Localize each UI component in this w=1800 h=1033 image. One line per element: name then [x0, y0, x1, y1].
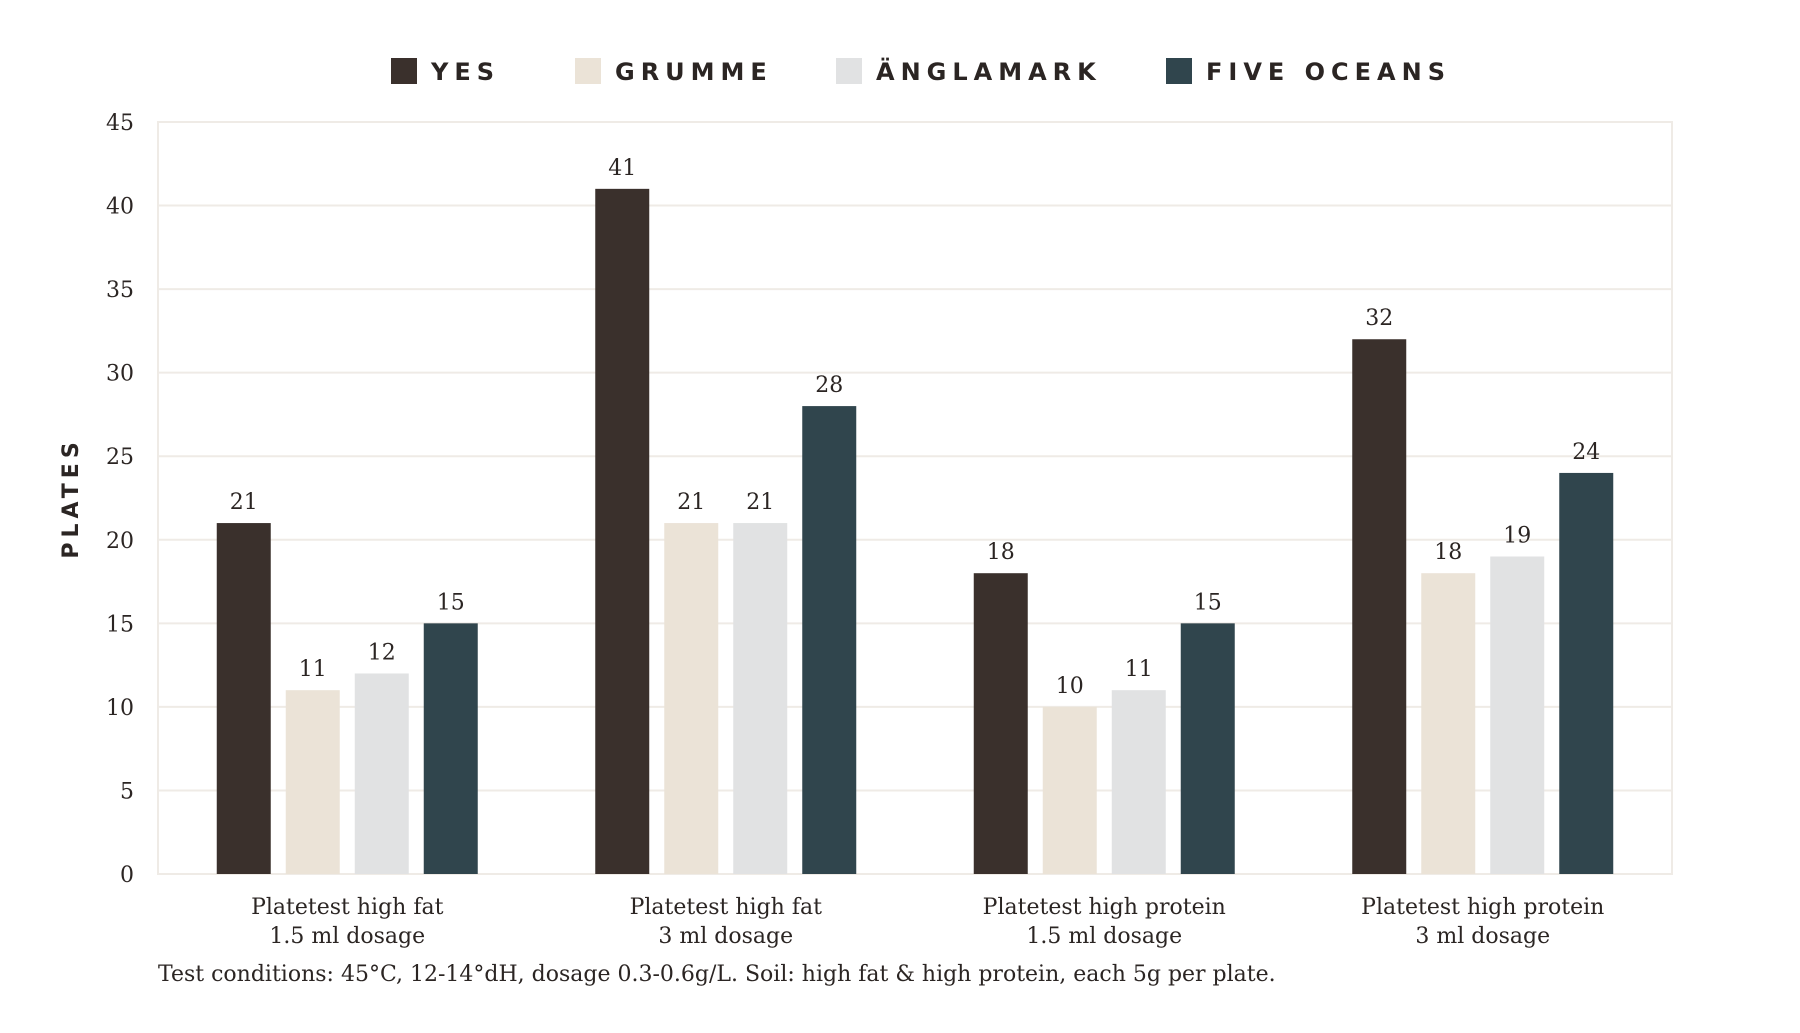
bar--nglamark-2 [733, 523, 788, 874]
x-category-label: Platetest high protein [1361, 895, 1604, 920]
data-label: 19 [1503, 523, 1531, 548]
x-category-label: Platetest high fat [630, 895, 823, 920]
y-axis-label: PLATES [59, 437, 84, 558]
data-label: 32 [1365, 306, 1393, 331]
legend-swatch--nglamark [836, 58, 862, 84]
y-tick-label: 40 [106, 195, 134, 220]
bar-grumme-1 [285, 690, 340, 874]
bar-grumme-4 [1421, 573, 1476, 874]
legend-label: YES [430, 58, 500, 86]
y-tick-label: 20 [106, 529, 134, 554]
y-tick-label: 25 [106, 445, 134, 470]
data-label: 11 [1125, 657, 1153, 682]
bar-yes-2 [595, 188, 650, 874]
data-label: 28 [815, 373, 843, 398]
data-label: 15 [1194, 590, 1222, 615]
legend-label: ÄNGLAMARK [876, 57, 1102, 86]
bar-yes-1 [216, 523, 271, 874]
y-tick-label: 45 [106, 111, 134, 136]
bar-five-oceans-2 [802, 406, 857, 874]
bar-five-oceans-4 [1559, 472, 1614, 874]
data-label: 21 [677, 490, 705, 515]
data-label: 41 [608, 156, 636, 181]
bar--nglamark-1 [354, 673, 409, 874]
x-category-label: 1.5 ml dosage [1026, 924, 1182, 949]
y-tick-label: 15 [106, 612, 134, 637]
legend-label: FIVE OCEANS [1206, 58, 1451, 86]
y-tick-label: 10 [106, 696, 134, 721]
x-category-label: 1.5 ml dosage [269, 924, 425, 949]
data-label: 11 [299, 657, 327, 682]
data-label: 21 [230, 490, 258, 515]
bar-grumme-2 [664, 523, 719, 874]
bar--nglamark-3 [1111, 690, 1166, 874]
data-label: 24 [1572, 440, 1600, 465]
x-category-label: Platetest high fat [251, 895, 444, 920]
bar--nglamark-4 [1490, 556, 1545, 874]
bar-grumme-3 [1042, 706, 1097, 874]
test-conditions-note: Test conditions: 45°C, 12-14°dH, dosage … [158, 962, 1276, 987]
bar-five-oceans-1 [423, 623, 478, 874]
data-label: 18 [987, 540, 1015, 565]
data-label: 18 [1434, 540, 1462, 565]
y-tick-label: 30 [106, 362, 134, 387]
data-label: 15 [437, 590, 465, 615]
bar-yes-3 [973, 573, 1028, 874]
x-category-label: 3 ml dosage [1415, 924, 1550, 949]
data-label: 21 [746, 490, 774, 515]
x-category-label: Platetest high protein [983, 895, 1226, 920]
x-category-label: 3 ml dosage [658, 924, 793, 949]
legend-swatch-grumme [575, 58, 601, 84]
legend-swatch-five-oceans [1166, 58, 1192, 84]
y-tick-label: 35 [106, 278, 134, 303]
bar-yes-4 [1352, 339, 1407, 874]
y-tick-label: 5 [120, 779, 134, 804]
data-label: 12 [368, 640, 396, 665]
data-label: 10 [1056, 674, 1084, 699]
bar-five-oceans-3 [1180, 623, 1235, 874]
legend-swatch-yes [391, 58, 417, 84]
y-tick-label: 0 [120, 863, 134, 888]
legend-label: GRUMME [615, 58, 773, 86]
